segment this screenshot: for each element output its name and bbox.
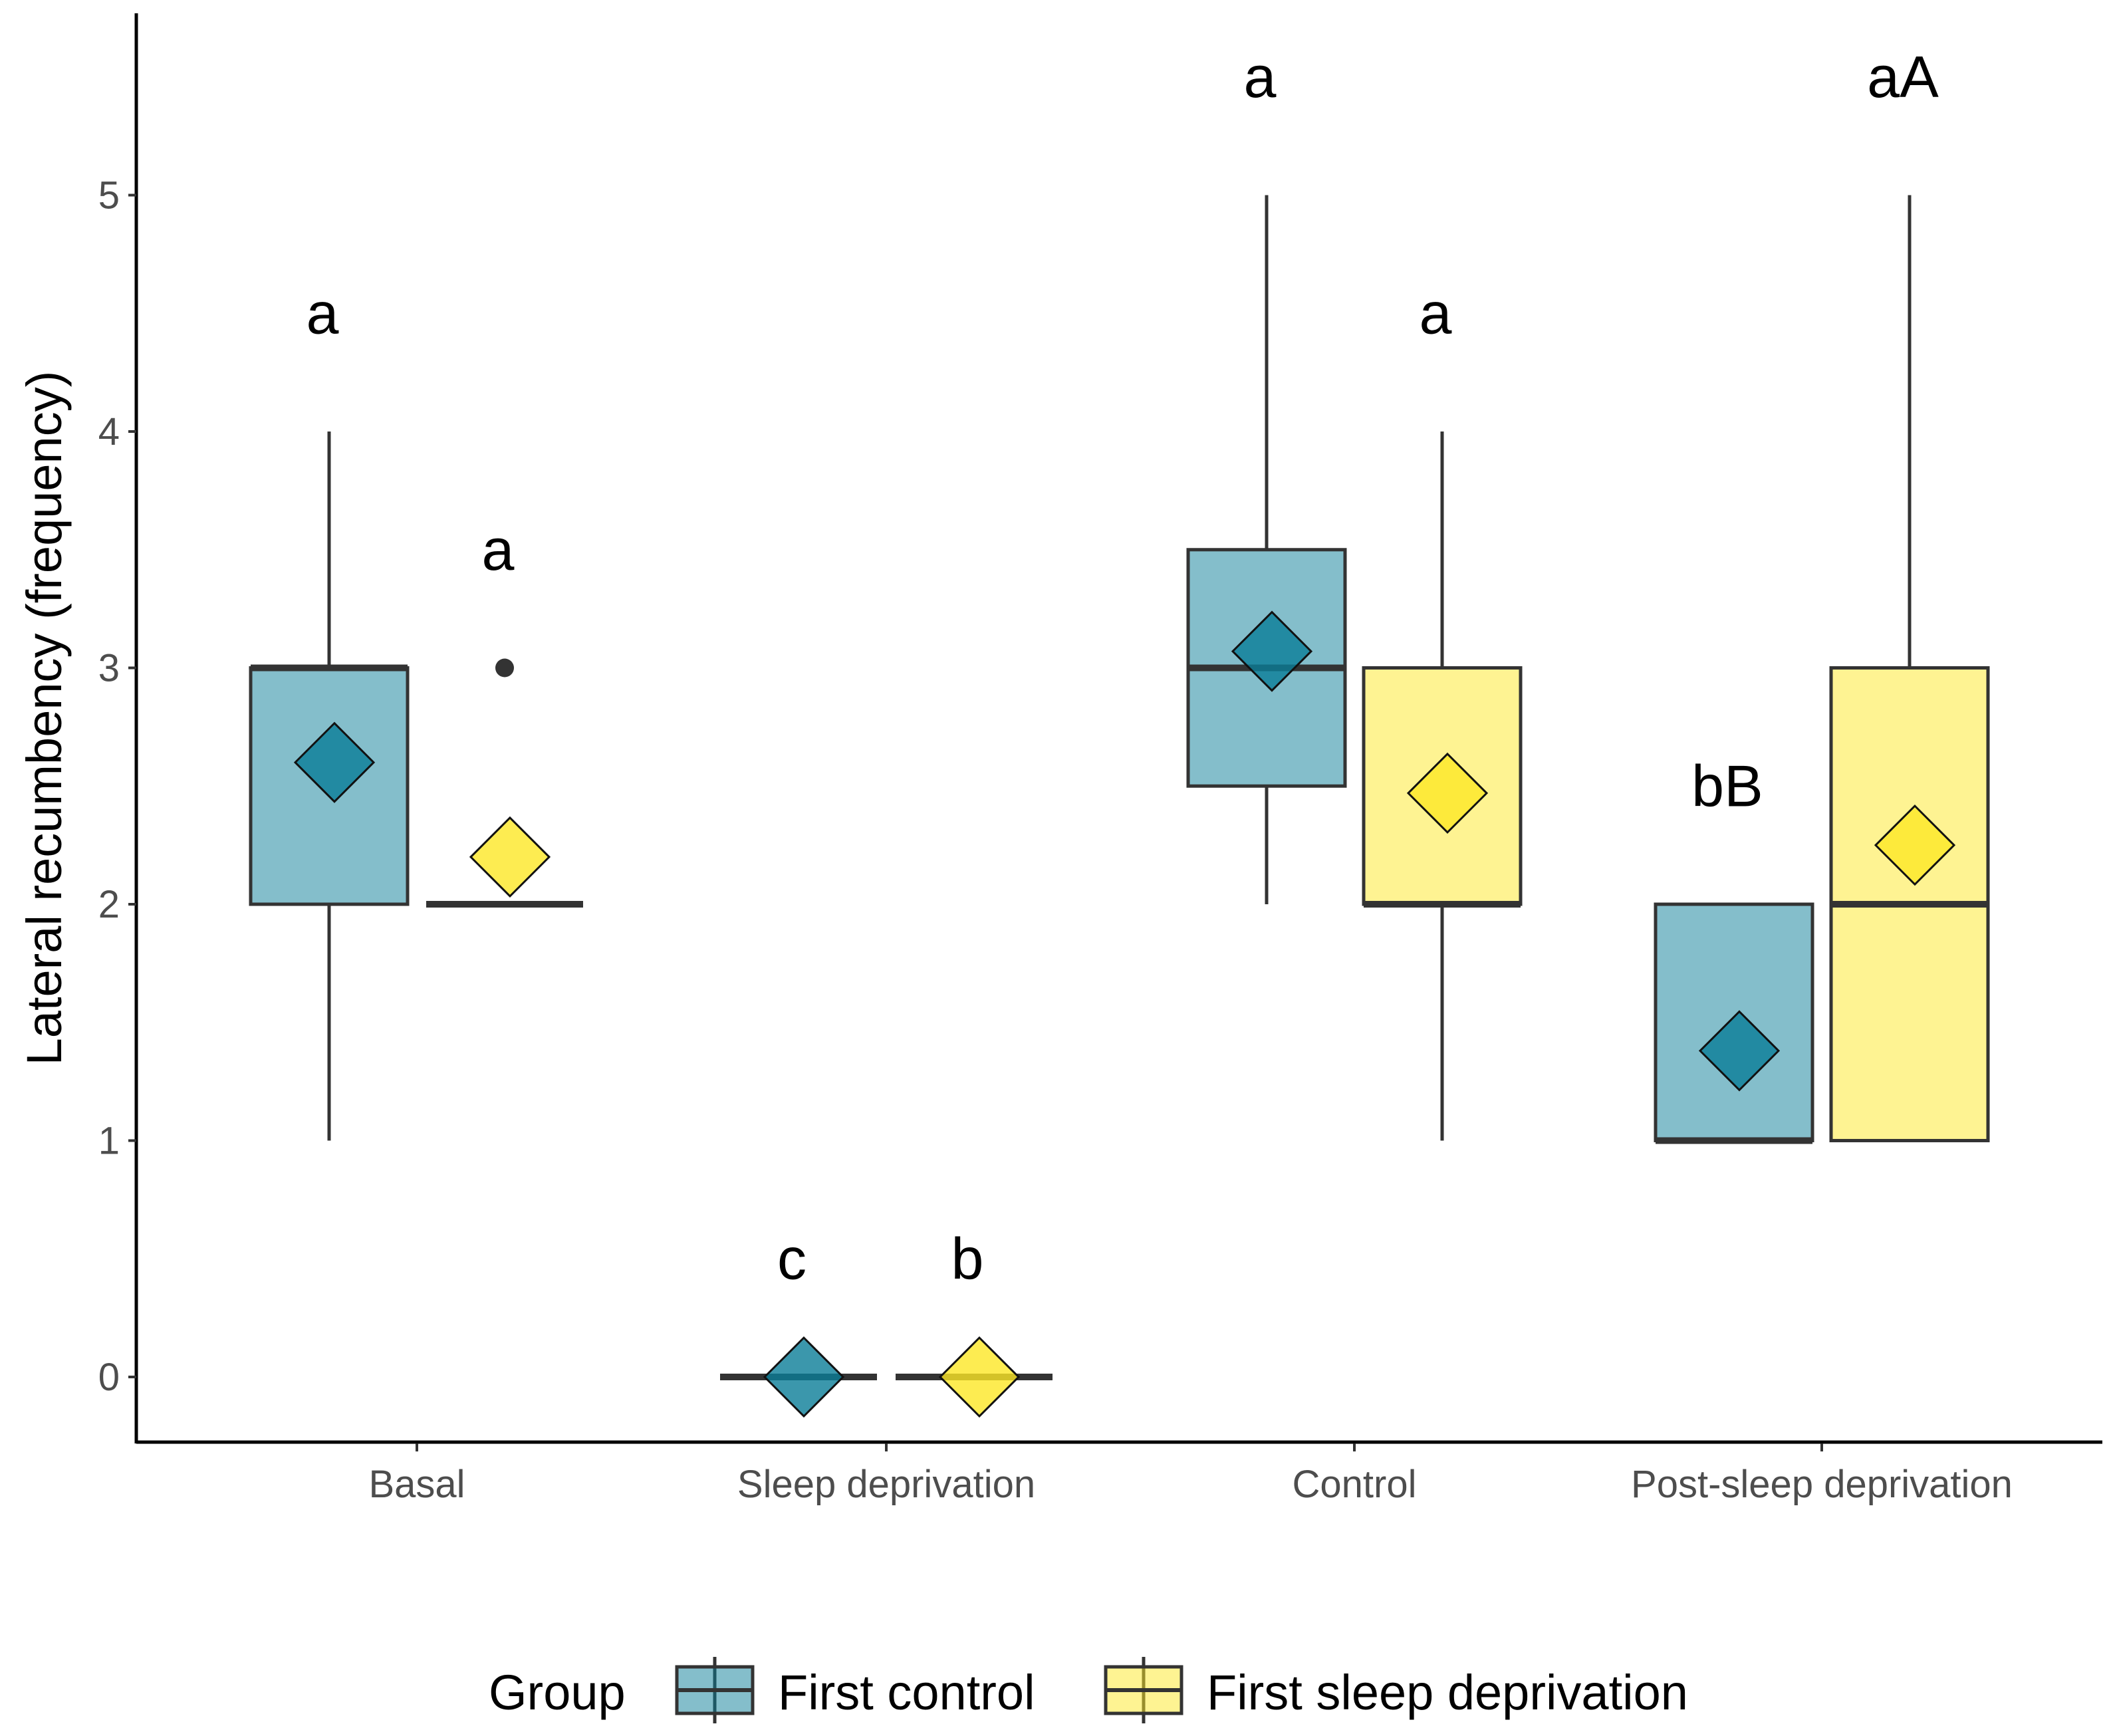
significance-letter: c: [777, 1225, 807, 1291]
significance-letter: bB: [1691, 753, 1763, 818]
y-axis: 0 1 2 3 4 5: [98, 13, 138, 1443]
significance-letter: b: [951, 1225, 984, 1291]
mean-marker: [1698, 1010, 1781, 1092]
significance-letter: a: [482, 517, 515, 582]
y-tick-label: 4: [98, 410, 120, 453]
box-first-control: a: [249, 280, 410, 1141]
mean-marker: [469, 816, 551, 898]
y-tick-label: 3: [98, 647, 120, 690]
mean-marker: [1231, 610, 1313, 692]
y-tick-label: 1: [98, 1120, 120, 1163]
box-first-control: a: [1186, 44, 1347, 904]
mean-marker: [763, 1336, 845, 1418]
legend-key-first-control: [675, 1657, 755, 1723]
box-first-control: bB: [1654, 753, 1814, 1144]
mean-marker: [1406, 752, 1489, 834]
significance-letter: a: [307, 280, 339, 346]
box-first-sleep-deprivation: aA: [1829, 44, 1990, 1142]
y-ticks: 0 1 2 3 4 5: [98, 174, 136, 1399]
x-tick-label: Basal: [368, 1463, 465, 1506]
significance-letter: a: [1420, 280, 1452, 346]
box-first-control: c: [720, 1225, 877, 1418]
box-first-sleep-deprivation: a: [1362, 280, 1523, 1141]
legend-label: First sleep deprivation: [1207, 1665, 1688, 1720]
mean-marker: [938, 1336, 1021, 1418]
y-tick-label: 5: [98, 174, 120, 217]
y-tick-label: 2: [98, 883, 120, 926]
plot-area: a c a bB a b a aA: [249, 44, 1990, 1418]
x-tick-label: Sleep deprivation: [737, 1463, 1035, 1506]
y-tick-label: 0: [98, 1356, 120, 1399]
legend: Group First control First sleep deprivati…: [489, 1657, 1688, 1723]
x-ticks: Basal Sleep deprivation Control Post-sleep …: [368, 1443, 2013, 1506]
outlier-point: [495, 658, 514, 678]
legend-title: Group: [489, 1665, 626, 1720]
mean-marker: [1874, 805, 1956, 886]
significance-letter: a: [1244, 44, 1277, 110]
significance-letter: aA: [1867, 44, 1939, 110]
box-first-sleep-deprivation: b: [896, 1225, 1053, 1418]
y-axis-title: Lateral recumbency (frequency): [17, 371, 72, 1066]
legend-label: First control: [778, 1665, 1035, 1720]
x-axis: Basal Sleep deprivation Control Post-sleep …: [136, 1440, 2102, 1506]
mean-marker: [293, 721, 376, 803]
x-tick-label: Post-sleep deprivation: [1631, 1463, 2013, 1506]
x-tick-label: Control: [1293, 1463, 1417, 1506]
box-first-sleep-deprivation: a: [426, 517, 583, 908]
legend-key-first-sleep-deprivation: [1104, 1657, 1183, 1723]
